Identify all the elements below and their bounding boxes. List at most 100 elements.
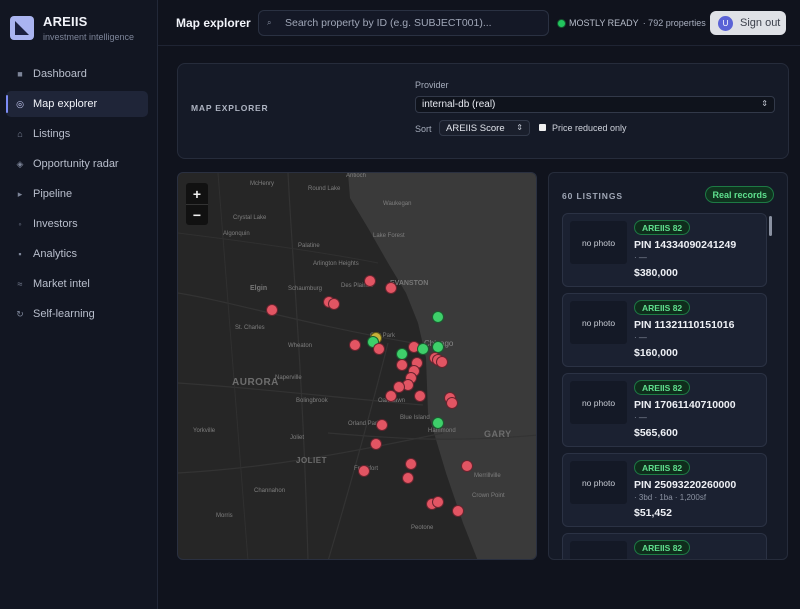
- map-label: St. Charles: [235, 325, 265, 331]
- refresh-icon: ↻: [16, 308, 24, 319]
- sidebar-item-label: Listings: [33, 128, 71, 140]
- brand[interactable]: AREIIS investment intelligence: [10, 14, 134, 42]
- brand-tagline: investment intelligence: [43, 32, 135, 42]
- map-label: Orland Park: [348, 421, 381, 427]
- sidebar-item-label: Dashboard: [33, 68, 87, 80]
- zoom-in-button[interactable]: +: [192, 185, 202, 202]
- panel-heading: MAP EXPLORER: [191, 103, 269, 113]
- radar-icon: ◈: [16, 158, 24, 169]
- property-marker[interactable]: [375, 418, 388, 431]
- listing-card[interactable]: AREIIS 82: [562, 533, 767, 559]
- pipeline-icon: ▸: [17, 188, 23, 199]
- property-marker[interactable]: [431, 416, 444, 429]
- score-badge: AREIIS 82: [634, 460, 691, 475]
- score-badge: AREIIS 82: [634, 300, 691, 315]
- map-label: Algonquin: [223, 231, 250, 237]
- sidebar-item-market-intel[interactable]: ≈ Market intel: [6, 271, 148, 297]
- investors-icon: ◦: [18, 219, 22, 229]
- provider-label: Provider: [415, 80, 449, 90]
- property-marker[interactable]: [372, 343, 385, 355]
- listing-price: $51,452: [634, 507, 672, 519]
- property-marker[interactable]: [461, 459, 474, 472]
- listing-price: $565,600: [634, 427, 678, 439]
- sidebar-item-opportunity-radar[interactable]: ◈ Opportunity radar: [6, 151, 148, 177]
- map-label: GARY: [484, 429, 512, 439]
- sort-label: Sort: [415, 124, 432, 134]
- listing-meta: · —: [634, 413, 647, 422]
- listing-card[interactable]: no photo AREIIS 82 PIN 17061140710000 · …: [562, 373, 767, 447]
- property-marker[interactable]: [266, 303, 279, 316]
- sidebar-item-investors[interactable]: ◦ Investors: [6, 211, 148, 237]
- sidebar-item-self-learning[interactable]: ↻ Self-learning: [6, 301, 148, 327]
- sidebar-item-analytics[interactable]: ▪ Analytics: [6, 241, 148, 267]
- property-marker[interactable]: [393, 380, 406, 393]
- map-label: Morris: [216, 513, 233, 519]
- property-marker[interactable]: [357, 465, 370, 478]
- map-label: Joliet: [290, 435, 305, 441]
- listings-scrollbar[interactable]: [769, 216, 772, 236]
- sidebar-item-label: Analytics: [33, 248, 78, 260]
- listings-panel: 60 LISTINGS Real records no photo AREIIS…: [548, 172, 788, 560]
- listing-card[interactable]: no photo AREIIS 82 PIN 11321110151016 · …: [562, 293, 767, 367]
- map-label: Yorkville: [193, 428, 216, 434]
- logo-icon: [10, 16, 34, 40]
- property-marker[interactable]: [402, 472, 415, 485]
- sidebar-item-label: Opportunity radar: [33, 158, 119, 170]
- sort-select[interactable]: AREIIS Score ⇕: [439, 120, 530, 136]
- sidebar-item-map-explorer[interactable]: ◎ Map explorer: [6, 91, 148, 117]
- map-label: Schaumburg: [288, 286, 323, 292]
- map-label: Waukegan: [383, 201, 412, 207]
- map-label: Merrillville: [474, 473, 501, 479]
- map-label: Elgin: [250, 285, 268, 292]
- property-marker[interactable]: [405, 458, 418, 470]
- zoom-out-button[interactable]: −: [186, 204, 208, 225]
- map-canvas[interactable]: McHenry Round Lake Antioch Waukegan Lake…: [177, 172, 537, 560]
- price-reduced-checkbox[interactable]: [539, 124, 546, 131]
- property-marker[interactable]: [452, 504, 465, 517]
- search-icon: ⌕: [267, 18, 272, 27]
- map-label: EVANSTON: [390, 280, 429, 287]
- property-marker[interactable]: [431, 310, 444, 323]
- search-input[interactable]: ⌕ Search property by ID (e.g. SUBJECT001…: [258, 10, 549, 36]
- listing-cards: no photo AREIIS 82 PIN 14334090241249 · …: [562, 213, 767, 559]
- provider-select[interactable]: internal-db (real) ⇕: [415, 96, 775, 113]
- listing-photo: no photo: [570, 381, 627, 424]
- sidebar-item-listings[interactable]: ⌂ Listings: [6, 121, 148, 147]
- sidebar-item-label: Self-learning: [33, 308, 95, 320]
- sidebar-item-label: Pipeline: [33, 188, 73, 200]
- property-marker[interactable]: [396, 359, 409, 372]
- data-status: MOSTLY READY · 792 properties: [558, 18, 706, 28]
- property-marker[interactable]: [446, 396, 459, 409]
- listing-pin: PIN 25093220260000: [634, 479, 737, 491]
- search-placeholder: Search property by ID (e.g. SUBJECT001).…: [285, 17, 492, 29]
- property-marker[interactable]: [414, 389, 426, 402]
- score-badge: AREIIS 82: [634, 380, 691, 395]
- filter-panel: MAP EXPLORER Provider internal-db (real)…: [177, 63, 789, 159]
- property-marker[interactable]: [328, 298, 341, 311]
- listing-pin: PIN 17061140710000: [634, 399, 736, 411]
- score-badge: AREIIS 82: [634, 220, 691, 235]
- property-marker[interactable]: [416, 343, 429, 355]
- property-marker[interactable]: [431, 495, 444, 508]
- sign-out-button[interactable]: U Sign out: [710, 11, 786, 35]
- property-marker[interactable]: [363, 274, 376, 287]
- sort-value: AREIIS Score: [446, 122, 505, 134]
- property-marker[interactable]: [369, 438, 382, 451]
- listing-card[interactable]: no photo AREIIS 82 PIN 25093220260000 · …: [562, 453, 767, 527]
- map-label: Bolingbrook: [296, 398, 328, 404]
- listing-photo: [570, 541, 627, 559]
- sidebar-item-dashboard[interactable]: ■ Dashboard: [6, 61, 148, 87]
- map-label: Oak Park: [370, 333, 396, 339]
- sidebar-item-pipeline[interactable]: ▸ Pipeline: [6, 181, 148, 207]
- brand-name: AREIIS: [43, 14, 88, 29]
- property-marker[interactable]: [384, 389, 397, 402]
- property-marker[interactable]: [384, 282, 397, 294]
- property-marker[interactable]: [349, 339, 361, 352]
- listing-card[interactable]: no photo AREIIS 82 PIN 14334090241249 · …: [562, 213, 767, 287]
- provider-value: internal-db (real): [422, 99, 496, 110]
- top-bar: Map explorer ⌕ Search property by ID (e.…: [158, 0, 800, 46]
- property-marker[interactable]: [436, 355, 449, 368]
- chevron-updown-icon: ⇕: [761, 99, 768, 108]
- listing-meta: · —: [634, 253, 647, 262]
- map-label: Channahon: [254, 488, 286, 494]
